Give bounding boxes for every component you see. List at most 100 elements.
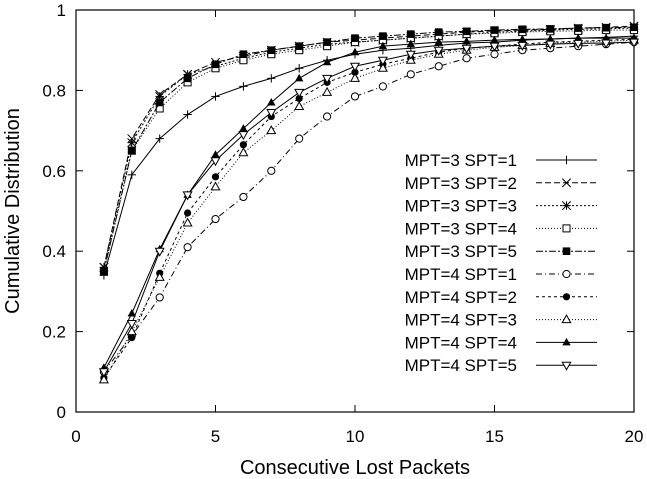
data-point [210,157,221,167]
data-point [546,25,555,33]
series-5 [100,23,638,276]
data-point [127,170,136,180]
data-point [602,23,610,32]
data-point [127,138,137,148]
data-point [518,34,527,43]
data-point [433,46,444,56]
y-tick-label: 0.6 [42,162,66,181]
data-point [127,309,136,317]
data-point [239,124,248,132]
data-point [295,94,303,103]
data-point [574,24,582,32]
data-point [154,271,165,281]
data-point [434,37,443,46]
y-tick-label: 0.4 [42,242,66,261]
y-axis-title: Cumulative Distribution [2,108,24,314]
data-point [628,38,640,48]
data-point [238,131,249,141]
data-point [630,23,638,32]
data-point [405,50,416,60]
data-point [378,41,388,50]
legend-entry: MPT=4 SPT=1 [405,265,597,284]
data-point [98,368,109,378]
data-point [517,41,528,51]
data-point [100,267,108,276]
x-tick-label: 5 [211,427,220,446]
legend-label: MPT=4 SPT=4 [405,333,517,352]
legend-label: MPT=3 SPT=5 [405,242,517,261]
series-layer [98,21,640,384]
data-point [267,74,276,83]
y-tick-label: 0.2 [42,323,66,342]
legend-marker [562,155,571,165]
data-point [183,74,192,83]
data-point [128,146,136,155]
x-tick-label: 0 [71,427,80,446]
data-point [267,97,276,106]
legend-marker [561,201,572,211]
legend-label: MPT=4 SPT=2 [405,288,517,307]
data-point [406,39,415,48]
series-line [103,41,635,373]
legend-label: MPT=4 SPT=3 [405,311,517,330]
legend-marker [562,224,571,233]
series-9 [99,33,639,371]
data-point [239,50,248,59]
series-10 [98,38,640,378]
data-point [211,214,220,224]
legend-label: MPT=4 SPT=1 [405,265,517,284]
data-point [407,30,415,38]
legend-label: MPT=3 SPT=2 [405,174,517,193]
legend-marker [562,337,571,346]
data-point [434,62,443,71]
legend-entry: MPT=3 SPT=1 [405,151,597,170]
axis-ticks: 0 5 10 15 20 0 0.2 0.4 0.6 0.8 1 [42,1,643,446]
x-tick-label: 10 [346,427,365,446]
data-point [490,35,499,44]
data-point [379,32,387,40]
data-point [295,134,304,143]
data-point [128,334,136,342]
legend-entry: MPT=4 SPT=3 [405,311,597,330]
data-point [490,26,499,34]
data-point [155,134,164,143]
data-point [267,166,276,175]
data-point [323,38,331,46]
series-2 [99,21,639,272]
series-1 [99,31,639,280]
legend-entry: MPT=3 SPT=2 [405,174,597,193]
data-point [295,64,304,73]
data-point [434,28,443,36]
legend-marker [562,247,571,255]
data-point [211,173,220,181]
x-tick-label: 20 [625,427,644,446]
legend-entry: MPT=3 SPT=4 [405,219,597,238]
data-point [239,192,248,202]
data-point [183,243,192,252]
data-point [126,326,137,336]
data-point [518,25,527,34]
data-point [155,98,164,107]
data-point [126,320,137,330]
data-point [350,47,360,56]
series-line [103,41,635,373]
data-point [155,293,164,302]
legend-marker [562,269,571,279]
x-axis-title: Consecutive Lost Packets [240,457,470,479]
data-point [545,40,556,50]
data-point [489,42,500,52]
data-point [211,60,220,69]
legend-label: MPT=3 SPT=3 [405,197,517,216]
data-point [182,191,193,201]
y-tick-label: 0.8 [42,81,66,100]
data-point [462,54,471,63]
data-point [350,92,360,101]
data-point [573,39,584,49]
data-point [239,141,247,149]
data-point [406,70,415,79]
legend-marker [561,178,572,188]
data-point [182,217,193,227]
data-point [266,109,277,119]
data-point [211,92,220,101]
legend-entry: MPT=3 SPT=3 [405,197,597,216]
